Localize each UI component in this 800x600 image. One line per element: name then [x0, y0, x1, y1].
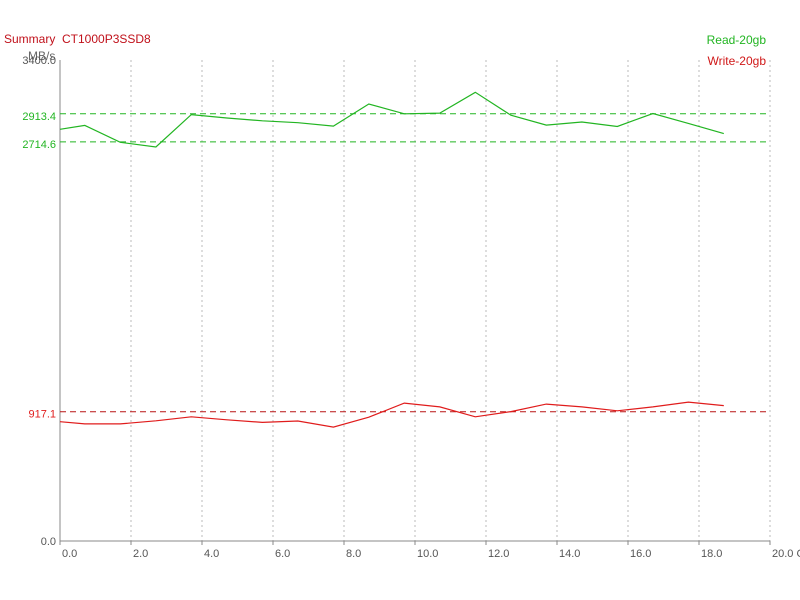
read-20gb-reference-label-1: 2714.6	[22, 139, 56, 151]
y-tick-label-0: 0.0	[41, 536, 56, 548]
chart-title: Summary CT1000P3SSD8	[4, 32, 151, 46]
write-20gb-series-line	[59, 401, 724, 428]
x-tick-label-0: 0.0	[62, 548, 77, 560]
x-tick-label-7: 14.0	[559, 548, 580, 560]
read-20gb-series-line	[59, 91, 724, 148]
x-tick-label-10: 20.0 GB	[772, 548, 800, 560]
x-tick-label-8: 16.0	[630, 548, 651, 560]
legend-read-label: Read-20gb	[706, 33, 766, 47]
y-tick-label-1: 3400.0	[22, 55, 56, 67]
legend-read: Read-20gb	[707, 33, 766, 47]
device-name: CT1000P3SSD8	[62, 32, 151, 46]
y-unit-label: MB/s	[28, 49, 56, 63]
legend-write: Write-20gb	[708, 54, 766, 68]
x-tick-label-6: 12.0	[488, 548, 509, 560]
legend-write-label: Write-20gb	[707, 54, 766, 68]
x-tick-label-1: 2.0	[133, 548, 148, 560]
x-tick-label-4: 8.0	[346, 548, 361, 560]
read-20gb-reference-label-0: 2913.4	[22, 111, 56, 123]
x-tick-label-2: 4.0	[204, 548, 219, 560]
summary-label: Summary	[4, 32, 56, 46]
write-20gb-reference-label-0: 917.1	[28, 409, 56, 421]
x-tick-label-9: 18.0	[701, 548, 722, 560]
x-tick-label-3: 6.0	[275, 548, 290, 560]
x-tick-label-5: 10.0	[417, 548, 438, 560]
